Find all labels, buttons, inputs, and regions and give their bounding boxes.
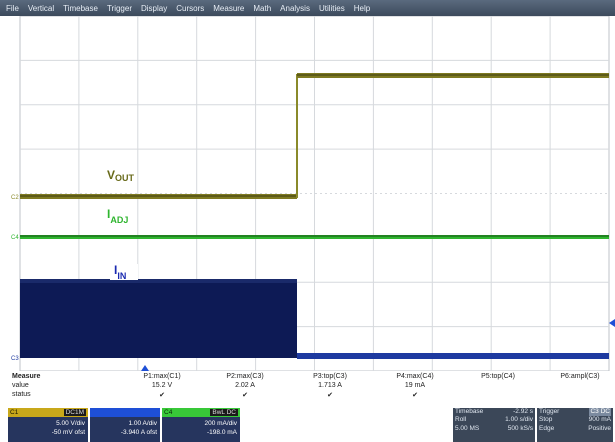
channel-c3-body: 1.00 A/div -3.940 A ofst xyxy=(90,417,160,442)
trigger-time-marker[interactable] xyxy=(141,365,149,371)
channel-c1-body: 5.00 V/div -50 mV ofst xyxy=(8,417,88,442)
iin-trace-top-noise xyxy=(20,279,297,283)
param-value: 15.2 V xyxy=(151,382,173,389)
iin-label: IIN xyxy=(114,263,126,281)
iin-trace-high xyxy=(20,281,297,358)
timebase-title: Timebase xyxy=(455,408,484,415)
measure-value-label: value xyxy=(12,382,29,389)
measure-status-row: status ✔ ✔ ✔ ✔ xyxy=(0,391,615,401)
trigger-source-tag: C3 DC xyxy=(589,408,611,417)
measure-value-row: value 15.2 V 2.02 A 1.713 A 19 mA xyxy=(0,382,615,392)
iadj-trace xyxy=(20,235,609,239)
timebase-header: Timebase -2.92 s xyxy=(453,408,535,416)
param-status-check-icon: ✔ xyxy=(412,392,418,399)
channel-c4-tag: C4 xyxy=(164,409,173,416)
param-status-check-icon: ✔ xyxy=(327,392,333,399)
timebase-sample-row: 5.00 MS 500 kS/s xyxy=(453,425,535,433)
timebase-delay: -2.92 s xyxy=(513,408,533,415)
channel-c4-coupling: BwL DC xyxy=(210,409,238,416)
channel-c1-tag: C1 xyxy=(10,409,19,416)
menu-item-cursors[interactable]: Cursors xyxy=(176,3,205,13)
trigger-slope: Positive xyxy=(588,424,611,432)
param-value: 1.713 A xyxy=(318,382,342,389)
status-bar: C1 DC1M 5.00 V/div -50 mV ofst C3 1.00 A… xyxy=(0,408,615,442)
menu-item-vertical[interactable]: Vertical xyxy=(27,3,55,13)
trigger-level-marker[interactable] xyxy=(609,319,615,327)
param-name[interactable]: P3:top(C3) xyxy=(313,373,347,380)
trigger-title: Trigger xyxy=(539,408,560,415)
iadj-label: IADJ xyxy=(107,207,128,225)
param-name[interactable]: P6:ampl(C3) xyxy=(560,373,600,380)
trigger-box[interactable]: Trigger C3 DC Stop 900 mA Edge Positive xyxy=(537,408,613,442)
channel-c1-offset: -50 mV ofst xyxy=(51,428,85,436)
trigger-header: Trigger C3 DC xyxy=(537,408,613,417)
vout-label: VOUT xyxy=(107,168,135,183)
param-status-check-icon: ✔ xyxy=(242,392,248,399)
menu-item-file[interactable]: File xyxy=(6,3,19,13)
channel-c1-header: C1 DC1M xyxy=(8,408,88,417)
measure-status-label: status xyxy=(12,391,31,398)
c2-marker: C2 xyxy=(11,195,19,201)
trigger-type-row: Edge Positive xyxy=(537,425,613,433)
param-name[interactable]: P1:max(C1) xyxy=(143,373,181,380)
menu-item-measure[interactable]: Measure xyxy=(213,3,245,13)
timebase-mode: Roll xyxy=(455,416,467,424)
waveform-display: C2 C4 C3 VOUT IADJ IIN xyxy=(0,16,615,371)
param-name[interactable]: P4:max(C4) xyxy=(396,373,434,380)
measure-table: Measure P1:max(C1) P2:max(C3) P3:top(C3)… xyxy=(0,371,615,408)
channel-c3-vdiv: 1.00 A/div xyxy=(128,420,157,427)
channel-c4-body: 200 mA/div -198.0 mA xyxy=(162,417,240,442)
vout-step-edge xyxy=(296,74,298,198)
measure-header-label: Measure xyxy=(12,373,41,380)
menu-bar: File Vertical Timebase Trigger Display Cursor… xyxy=(0,0,615,16)
menu-item-math[interactable]: Math xyxy=(253,3,272,13)
timebase-rate: 500 kS/s xyxy=(507,424,533,432)
c3-marker: C3 xyxy=(11,356,19,362)
iin-trace-low xyxy=(297,353,609,359)
timebase-box[interactable]: Timebase -2.92 s Roll 1.00 s/div 5.00 MS… xyxy=(453,408,535,442)
menu-item-utilities[interactable]: Utilities xyxy=(318,3,345,13)
channel-c4-offset: -198.0 mA xyxy=(207,428,237,436)
measure-header-row: Measure P1:max(C1) P2:max(C3) P3:top(C3)… xyxy=(0,373,615,383)
trigger-type: Edge xyxy=(539,424,555,432)
param-value: 19 mA xyxy=(404,382,426,389)
channel-c1-vdiv: 5.00 V/div xyxy=(56,420,85,427)
param-name[interactable]: P2:max(C3) xyxy=(226,373,264,380)
param-name[interactable]: P5:top(C4) xyxy=(481,373,515,380)
timebase-samples: 5.00 MS xyxy=(455,424,480,432)
channel-c4-box[interactable]: C4 BwL DC 200 mA/div -198.0 mA xyxy=(162,408,240,442)
menu-item-timebase[interactable]: Timebase xyxy=(63,3,98,13)
trigger-state: Stop xyxy=(539,416,553,424)
timebase-tdiv: 1.00 s/div xyxy=(505,416,533,424)
channel-c4-header: C4 BwL DC xyxy=(162,408,240,417)
channel-c1-box[interactable]: C1 DC1M 5.00 V/div -50 mV ofst xyxy=(8,408,88,442)
channel-c4-vdiv: 200 mA/div xyxy=(204,420,237,427)
param-status-check-icon: ✔ xyxy=(159,392,165,399)
menu-item-help[interactable]: Help xyxy=(353,3,371,13)
channel-c3-box[interactable]: C3 1.00 A/div -3.940 A ofst xyxy=(90,408,160,442)
param-value: 2.02 A xyxy=(235,382,255,389)
menu-item-trigger[interactable]: Trigger xyxy=(106,3,132,13)
trigger-level: 900 mA xyxy=(588,416,611,424)
channel-c3-header: C3 xyxy=(90,408,160,417)
menu-item-display[interactable]: Display xyxy=(141,3,168,13)
menu-item-analysis[interactable]: Analysis xyxy=(280,3,310,13)
channel-c3-offset: -3.940 A ofst xyxy=(120,428,157,436)
trigger-state-row: Stop 900 mA xyxy=(537,416,613,424)
waveform-graph: C2 C4 C3 VOUT IADJ IIN xyxy=(11,16,615,371)
channel-c1-coupling: DC1M xyxy=(63,409,86,416)
c4-marker: C4 xyxy=(11,235,19,241)
timebase-mode-row: Roll 1.00 s/div xyxy=(453,416,535,424)
